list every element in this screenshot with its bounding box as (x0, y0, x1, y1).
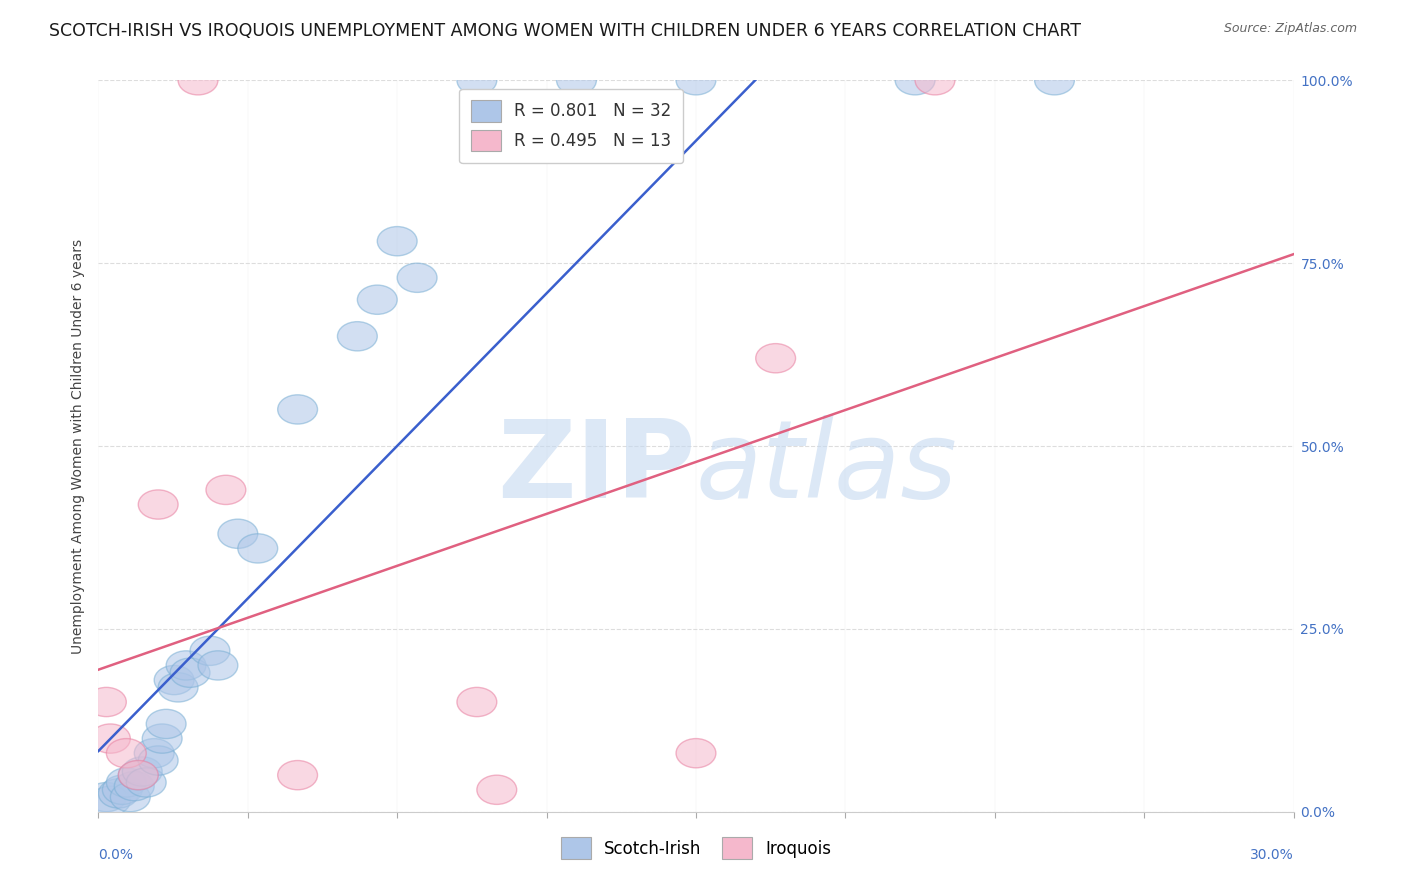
Ellipse shape (676, 739, 716, 768)
Ellipse shape (357, 285, 398, 314)
Ellipse shape (142, 724, 183, 753)
Ellipse shape (457, 688, 496, 716)
Ellipse shape (103, 775, 142, 805)
Ellipse shape (207, 475, 246, 505)
Ellipse shape (377, 227, 418, 256)
Ellipse shape (111, 782, 150, 812)
Ellipse shape (238, 533, 278, 563)
Ellipse shape (118, 761, 159, 789)
Ellipse shape (896, 66, 935, 95)
Ellipse shape (135, 739, 174, 768)
Text: 0.0%: 0.0% (98, 848, 134, 863)
Ellipse shape (155, 665, 194, 695)
Ellipse shape (118, 761, 159, 789)
Ellipse shape (190, 636, 231, 665)
Ellipse shape (218, 519, 257, 549)
Ellipse shape (477, 775, 517, 805)
Ellipse shape (146, 709, 186, 739)
Ellipse shape (398, 263, 437, 293)
Ellipse shape (98, 779, 138, 808)
Ellipse shape (277, 395, 318, 424)
Text: ZIP: ZIP (498, 415, 696, 521)
Ellipse shape (337, 322, 377, 351)
Text: atlas: atlas (696, 416, 957, 520)
Ellipse shape (756, 343, 796, 373)
Y-axis label: Unemployment Among Women with Children Under 6 years: Unemployment Among Women with Children U… (70, 238, 84, 654)
Ellipse shape (87, 688, 127, 716)
Ellipse shape (170, 658, 209, 688)
Text: Source: ZipAtlas.com: Source: ZipAtlas.com (1223, 22, 1357, 36)
Text: 30.0%: 30.0% (1250, 848, 1294, 863)
Ellipse shape (457, 66, 496, 95)
Text: SCOTCH-IRISH VS IROQUOIS UNEMPLOYMENT AMONG WOMEN WITH CHILDREN UNDER 6 YEARS CO: SCOTCH-IRISH VS IROQUOIS UNEMPLOYMENT AM… (49, 22, 1081, 40)
Ellipse shape (127, 768, 166, 797)
Ellipse shape (122, 756, 162, 786)
Ellipse shape (87, 782, 127, 812)
Ellipse shape (159, 673, 198, 702)
Ellipse shape (676, 66, 716, 95)
Ellipse shape (277, 761, 318, 789)
Ellipse shape (90, 724, 131, 753)
Ellipse shape (107, 739, 146, 768)
Ellipse shape (90, 786, 131, 815)
Legend: Scotch-Irish, Iroquois: Scotch-Irish, Iroquois (554, 830, 838, 865)
Ellipse shape (107, 768, 146, 797)
Ellipse shape (138, 746, 179, 775)
Ellipse shape (557, 66, 596, 95)
Ellipse shape (915, 66, 955, 95)
Ellipse shape (114, 772, 155, 801)
Ellipse shape (138, 490, 179, 519)
Ellipse shape (166, 651, 207, 680)
Ellipse shape (179, 66, 218, 95)
Ellipse shape (1035, 66, 1074, 95)
Ellipse shape (198, 651, 238, 680)
